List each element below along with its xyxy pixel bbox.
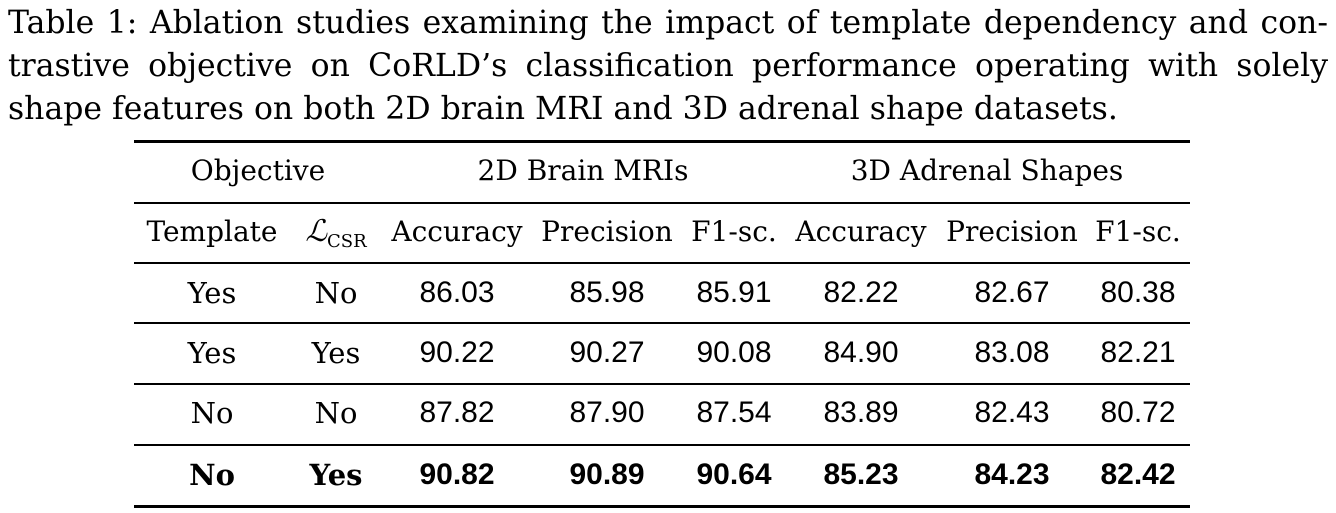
subheader-rule (134, 262, 1190, 264)
row-rule (134, 383, 1190, 385)
table-top-rule (134, 140, 1190, 143)
table-caption: Table 1: Ablation studies examining the … (8, 2, 1328, 131)
row-rule (134, 322, 1190, 324)
row-rule (134, 444, 1190, 446)
header-rule (134, 202, 1190, 204)
table-bottom-rule (134, 505, 1190, 508)
caption-line: trastive objective on CoRLD’s classifica… (8, 48, 1328, 84)
caption-line: Table 1: Ablation studies examining the … (8, 5, 1328, 41)
caption-line: shape features on both 2D brain MRI and … (8, 91, 1118, 127)
